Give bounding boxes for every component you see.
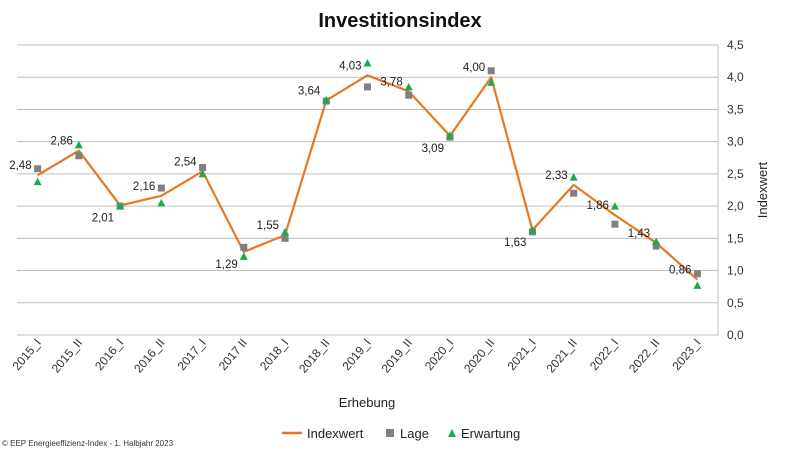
erwartung-marker — [322, 95, 331, 104]
erwartung-marker — [281, 227, 290, 236]
x-tick-label: 2016_II — [131, 336, 167, 376]
erwartung-marker — [198, 169, 207, 178]
data-label-indexwert: 3,78 — [380, 76, 402, 88]
x-tick-label: 2020_I — [422, 336, 456, 373]
lage-marker — [34, 165, 42, 173]
x-tick-label: 2021_II — [544, 336, 580, 376]
erwartung-marker — [116, 202, 125, 210]
x-tick-label: 2015_II — [49, 336, 85, 376]
lage-marker — [570, 189, 578, 197]
data-label-indexwert: 4,03 — [339, 60, 361, 72]
lage-marker — [75, 152, 83, 160]
y-tick-label: 0,5 — [727, 296, 744, 310]
legend-lage-label: Lage — [400, 426, 429, 441]
y-tick-label: 0,0 — [727, 328, 744, 342]
erwartung-marker — [363, 59, 372, 67]
x-tick-label: 2020_II — [461, 336, 497, 376]
series-lines — [37, 74, 699, 281]
legend-erwartung-swatch — [448, 429, 456, 437]
erwartung-marker — [528, 225, 537, 234]
legend-erwartung-label: Erwartung — [461, 426, 520, 441]
x-tick-label: 2019_II — [379, 336, 415, 376]
x-tick-label: 2017_I — [175, 336, 209, 373]
data-label-indexwert: 1,63 — [504, 237, 526, 249]
erwartung-marker — [33, 177, 42, 186]
lage-marker — [157, 184, 165, 192]
lage-marker — [652, 242, 660, 250]
lage-marker — [487, 67, 495, 75]
data-label-indexwert: 0,86 — [669, 265, 691, 277]
data-label-indexwert: 1,86 — [587, 200, 609, 212]
erwartung-marker — [239, 252, 248, 260]
erwartung-marker — [487, 78, 496, 86]
lage-marker — [405, 91, 413, 99]
data-label-indexwert: 3,09 — [422, 143, 444, 155]
x-tick-label: 2019_I — [339, 336, 373, 373]
erwartung-marker — [569, 173, 578, 181]
x-tick-label: 2017 II — [216, 336, 250, 373]
y-tick-label: 2,0 — [727, 199, 744, 213]
x-tick-label: 2018_II — [296, 336, 332, 376]
x-tick-label: 2023_I — [669, 336, 703, 373]
y-tick-label: 1,5 — [727, 231, 744, 245]
x-tick-label: 2021_I — [504, 336, 538, 373]
erwartung-marker — [445, 131, 454, 139]
y-tick-label: 1,0 — [727, 264, 744, 278]
y-tick-label: 4,5 — [727, 38, 744, 52]
y-tick-label: 3,5 — [727, 102, 744, 116]
x-tick-label: 2022_II — [626, 336, 662, 376]
chart-title: Investitionsindex — [318, 10, 481, 32]
lage-marker — [364, 83, 371, 91]
data-label-indexwert: 2,33 — [545, 170, 567, 182]
y-axis-title: Indexwert — [755, 161, 770, 218]
erwartung-marker — [652, 237, 661, 246]
y-tick-label: 4,0 — [727, 70, 744, 84]
legend-lage-swatch — [386, 429, 394, 437]
data-label-indexwert: 2,48 — [9, 160, 31, 172]
series-line-indexwert — [37, 74, 699, 281]
x-tick-label: 2022_I — [587, 336, 621, 373]
y-tick-label: 3,0 — [727, 135, 744, 149]
data-labels: 2,48 2,86 2,01 2,16 2,54 1,29 1,55 3,64 4,03 3,78… — [9, 60, 691, 276]
data-label-indexwert: 1,55 — [257, 220, 279, 232]
y-tick-label: 2,5 — [727, 167, 744, 181]
data-label-indexwert: 2,16 — [133, 181, 155, 193]
x-axis-title: Erhebung — [339, 395, 395, 410]
lage-marker — [199, 163, 207, 171]
x-tick-label: 2016_I — [92, 336, 126, 373]
data-label-indexwert: 2,86 — [50, 136, 72, 148]
lage-marker — [693, 270, 701, 278]
copyright-note: © EEP Energieeffizienz-Index - 1. Halbja… — [2, 439, 174, 448]
gridlines — [17, 44, 719, 336]
data-label-indexwert: 2,54 — [174, 156, 197, 168]
erwartung-marker — [610, 202, 619, 210]
data-label-indexwert: 2,01 — [92, 212, 114, 224]
legend-indexwert-label: Indexwert — [307, 426, 364, 441]
lage-marker — [240, 243, 248, 251]
x-tick-labels: 2015_I 2015_II 2016_I 2016_II 2017_I 2017 II 2… — [10, 336, 704, 376]
erwartung-marker — [404, 82, 413, 91]
lage-marker — [281, 234, 289, 242]
erwartung-marker — [157, 198, 166, 207]
erwartung-marker — [74, 140, 83, 149]
data-label-indexwert: 1,43 — [628, 228, 650, 240]
series-markers — [33, 59, 702, 289]
y-tick-labels: 0,0 0,5 1,0 1,5 2,0 2,5 3,0 3,5 4,0 4,5 — [727, 38, 744, 342]
data-label-indexwert: 1,29 — [215, 259, 237, 271]
erwartung-marker — [693, 281, 702, 289]
x-tick-label: 2018_I — [257, 336, 291, 373]
lage-marker — [611, 220, 619, 228]
data-label-indexwert: 4,00 — [463, 62, 485, 74]
data-label-indexwert: 3,64 — [298, 85, 321, 97]
legend: Indexwert Lage Erwartung — [282, 426, 520, 441]
x-tick-label: 2015_I — [10, 336, 44, 373]
